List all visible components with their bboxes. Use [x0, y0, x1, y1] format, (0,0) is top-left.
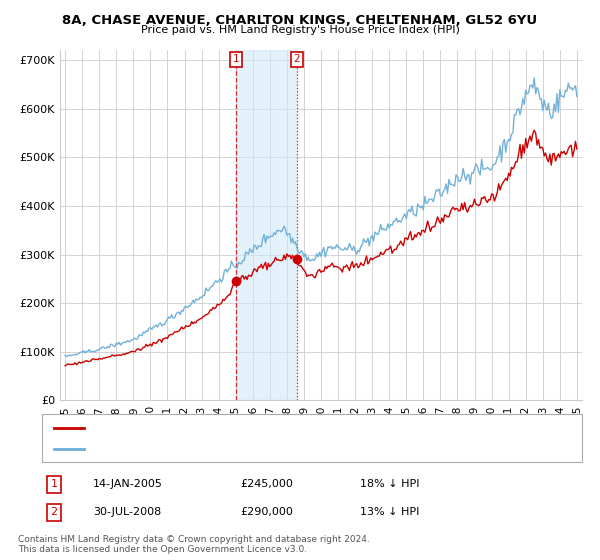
Text: 13% ↓ HPI: 13% ↓ HPI [360, 507, 419, 517]
Text: 30-JUL-2008: 30-JUL-2008 [93, 507, 161, 517]
Text: 1: 1 [233, 54, 240, 64]
Text: HPI: Average price, detached house, Cheltenham: HPI: Average price, detached house, Chel… [96, 444, 353, 454]
Text: 8A, CHASE AVENUE, CHARLTON KINGS, CHELTENHAM, GL52 6YU: 8A, CHASE AVENUE, CHARLTON KINGS, CHELTE… [62, 14, 538, 27]
Text: Price paid vs. HM Land Registry's House Price Index (HPI): Price paid vs. HM Land Registry's House … [140, 25, 460, 35]
Text: £290,000: £290,000 [240, 507, 293, 517]
Text: £245,000: £245,000 [240, 479, 293, 489]
Text: Contains HM Land Registry data © Crown copyright and database right 2024.
This d: Contains HM Land Registry data © Crown c… [18, 535, 370, 554]
Text: 18% ↓ HPI: 18% ↓ HPI [360, 479, 419, 489]
Text: 2: 2 [293, 54, 300, 64]
Text: 1: 1 [50, 479, 58, 489]
Text: 2: 2 [50, 507, 58, 517]
Text: 8A, CHASE AVENUE, CHARLTON KINGS, CHELTENHAM, GL52 6YU (detached house): 8A, CHASE AVENUE, CHARLTON KINGS, CHELTE… [96, 423, 524, 433]
Text: 14-JAN-2005: 14-JAN-2005 [93, 479, 163, 489]
Bar [236, 50, 297, 400]
